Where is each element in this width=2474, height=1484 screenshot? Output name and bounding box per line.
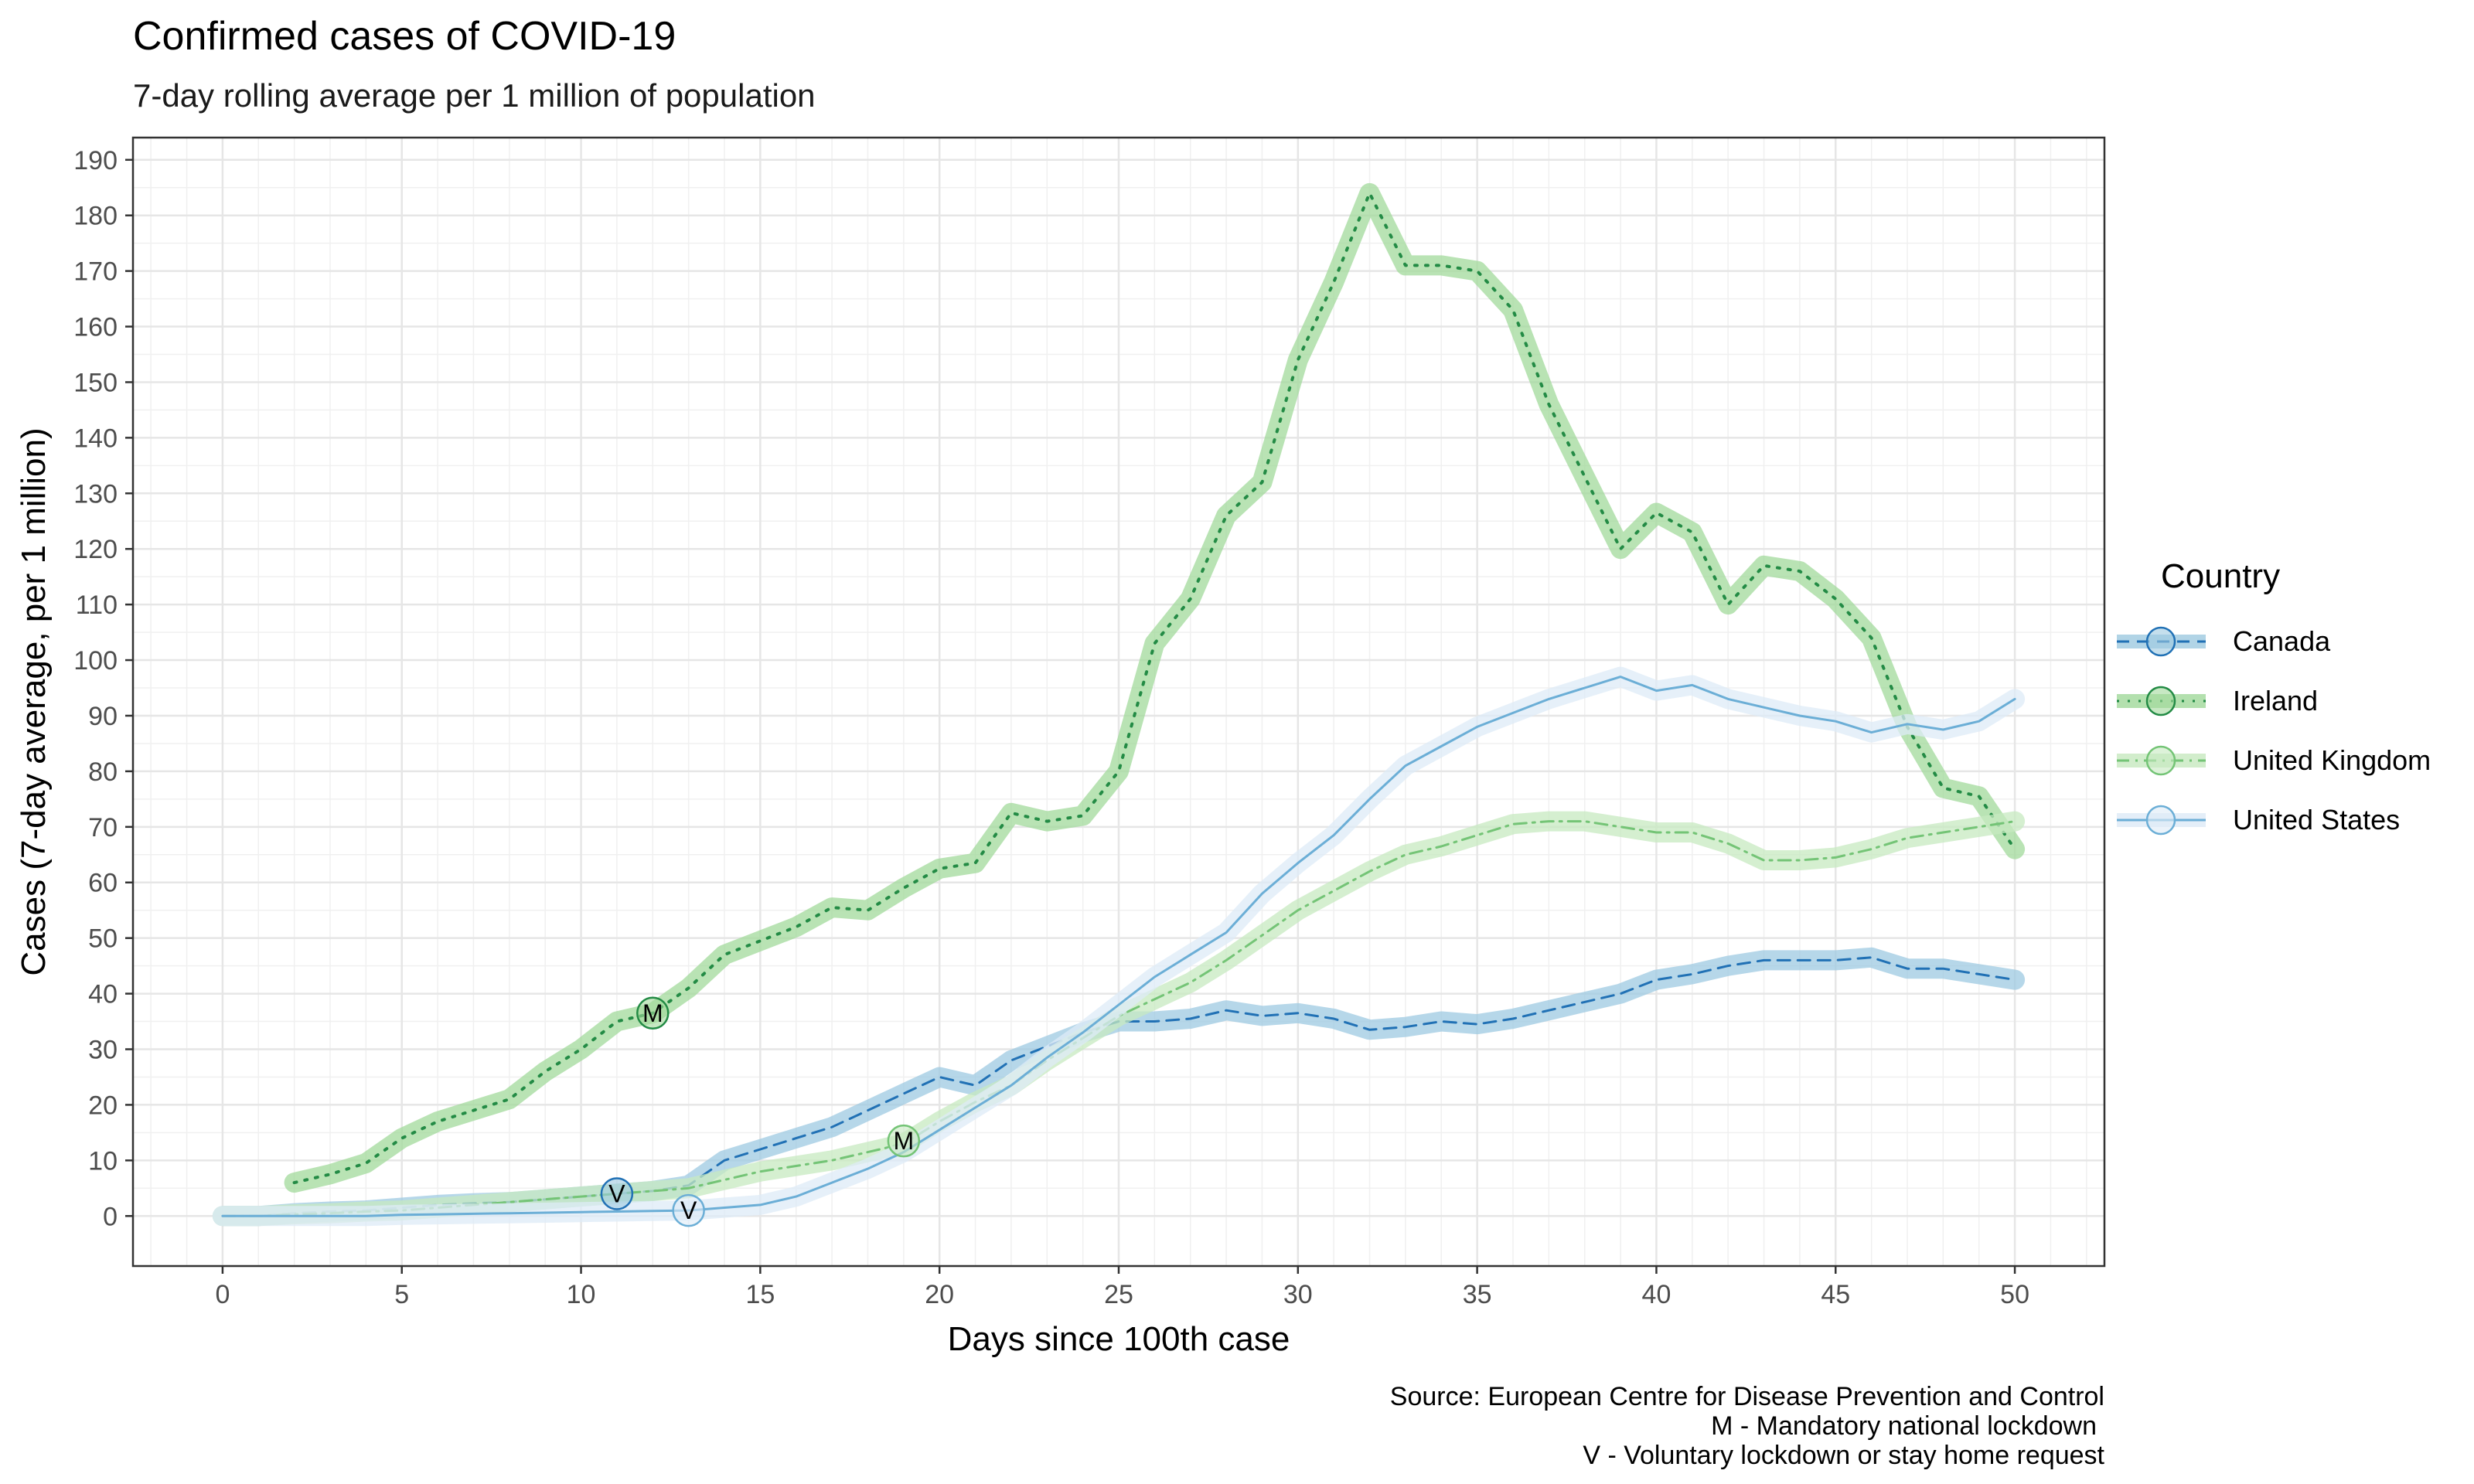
legend-label: United Kingdom	[2233, 744, 2431, 776]
chart-subtitle: 7-day rolling average per 1 million of p…	[133, 77, 816, 114]
series-ireland	[284, 182, 2026, 1193]
y-tick-label: 70	[88, 813, 118, 842]
y-tick-label: 30	[88, 1036, 118, 1065]
y-tick-label: 80	[88, 757, 118, 787]
annotation-v-united-states: V	[672, 1193, 705, 1227]
legend-item-united-states: United States	[2117, 804, 2400, 836]
annotation-label: M	[642, 999, 663, 1027]
y-tick-label: 160	[73, 313, 118, 342]
x-tick-label: 50	[2000, 1280, 2029, 1309]
series-layer	[212, 182, 2026, 1227]
y-tick-label: 100	[73, 646, 118, 676]
annotation-marker	[672, 1193, 705, 1227]
x-tick-label: 10	[567, 1280, 596, 1309]
caption-mandatory: M - Mandatory national lockdown	[1711, 1411, 2097, 1441]
x-tick-label: 30	[1283, 1280, 1313, 1309]
y-tick-label: 110	[76, 591, 118, 620]
legend-label: Ireland	[2233, 685, 2318, 716]
legend-key-marker	[2145, 686, 2176, 716]
x-tick-label: 25	[1104, 1280, 1133, 1309]
y-tick-label: 170	[73, 257, 118, 287]
y-tick-label: 190	[73, 146, 118, 175]
annotation-m-ireland: M	[636, 996, 670, 1030]
series-line-united-states	[221, 676, 2016, 1217]
series-line-ireland	[292, 191, 2017, 1185]
y-tick-label: 180	[73, 202, 118, 231]
legend-item-united-kingdom: United Kingdom	[2117, 744, 2431, 776]
annotation-marker	[600, 1177, 634, 1210]
caption-voluntary: V - Voluntary lockdown or stay home requ…	[1583, 1441, 2104, 1470]
legend-label: Canada	[2233, 625, 2331, 657]
annotation-label: V	[608, 1180, 625, 1208]
x-tick-label: 35	[1463, 1280, 1492, 1309]
y-tick-label: 90	[88, 702, 118, 731]
legend-key-marker	[2145, 745, 2176, 776]
chart-title: Confirmed cases of COVID-19	[133, 14, 676, 59]
major-gridlines	[133, 138, 2104, 1266]
annotation-marker	[636, 996, 670, 1030]
y-axis-title: Cases (7-day average, per 1 million)	[15, 427, 53, 975]
y-axis: 0 10 20 30 40 50 60 70 80 90 100 110 120 130 140 150 160…	[73, 146, 133, 1231]
annotation-m-united-kingdom: M	[887, 1124, 921, 1158]
legend-item-ireland: Ireland	[2117, 685, 2318, 716]
series-line-united-kingdom	[221, 820, 2016, 1217]
legend-key-marker	[2145, 805, 2176, 836]
x-tick-label: 15	[745, 1280, 775, 1309]
y-tick-label: 20	[88, 1091, 118, 1120]
legend-item-canada: Canada	[2117, 625, 2331, 657]
x-axis: 0 5 10 15 20 25 30 35 40 45 50	[215, 1266, 2029, 1309]
x-axis-title: Days since 100th case	[948, 1320, 1290, 1358]
caption-source: Source: European Centre for Disease Prev…	[1390, 1382, 2104, 1411]
annotation-v-canada: V	[600, 1177, 634, 1210]
legend-label: United States	[2233, 804, 2400, 836]
y-tick-label: 50	[88, 924, 118, 954]
x-tick-label: 40	[1642, 1280, 1671, 1309]
x-tick-label: 5	[394, 1280, 409, 1309]
x-tick-label: 45	[1821, 1280, 1850, 1309]
series-united-states	[212, 666, 2026, 1227]
annotation-label: V	[680, 1196, 697, 1224]
y-tick-label: 140	[73, 424, 118, 453]
x-tick-label: 20	[925, 1280, 954, 1309]
legend: Country Canada Ireland United Kingdom Unite…	[2117, 557, 2431, 836]
y-tick-label: 120	[73, 535, 118, 564]
y-tick-label: 10	[88, 1146, 118, 1176]
y-tick-label: 150	[73, 368, 118, 397]
legend-title: Country	[2161, 557, 2280, 595]
legend-key-marker	[2145, 626, 2176, 657]
caption: Source: European Centre for Disease Prev…	[1390, 1382, 2105, 1470]
y-tick-label: 40	[88, 980, 118, 1009]
plot-panel: V M M V	[131, 136, 2106, 1268]
annotation-label: M	[893, 1127, 914, 1155]
y-tick-label: 130	[73, 479, 118, 509]
y-tick-label: 60	[88, 869, 118, 898]
x-tick-label: 0	[215, 1280, 230, 1309]
y-tick-label: 0	[103, 1202, 118, 1231]
annotation-marker	[887, 1124, 921, 1158]
annotation-layer: V M M V	[600, 996, 921, 1227]
